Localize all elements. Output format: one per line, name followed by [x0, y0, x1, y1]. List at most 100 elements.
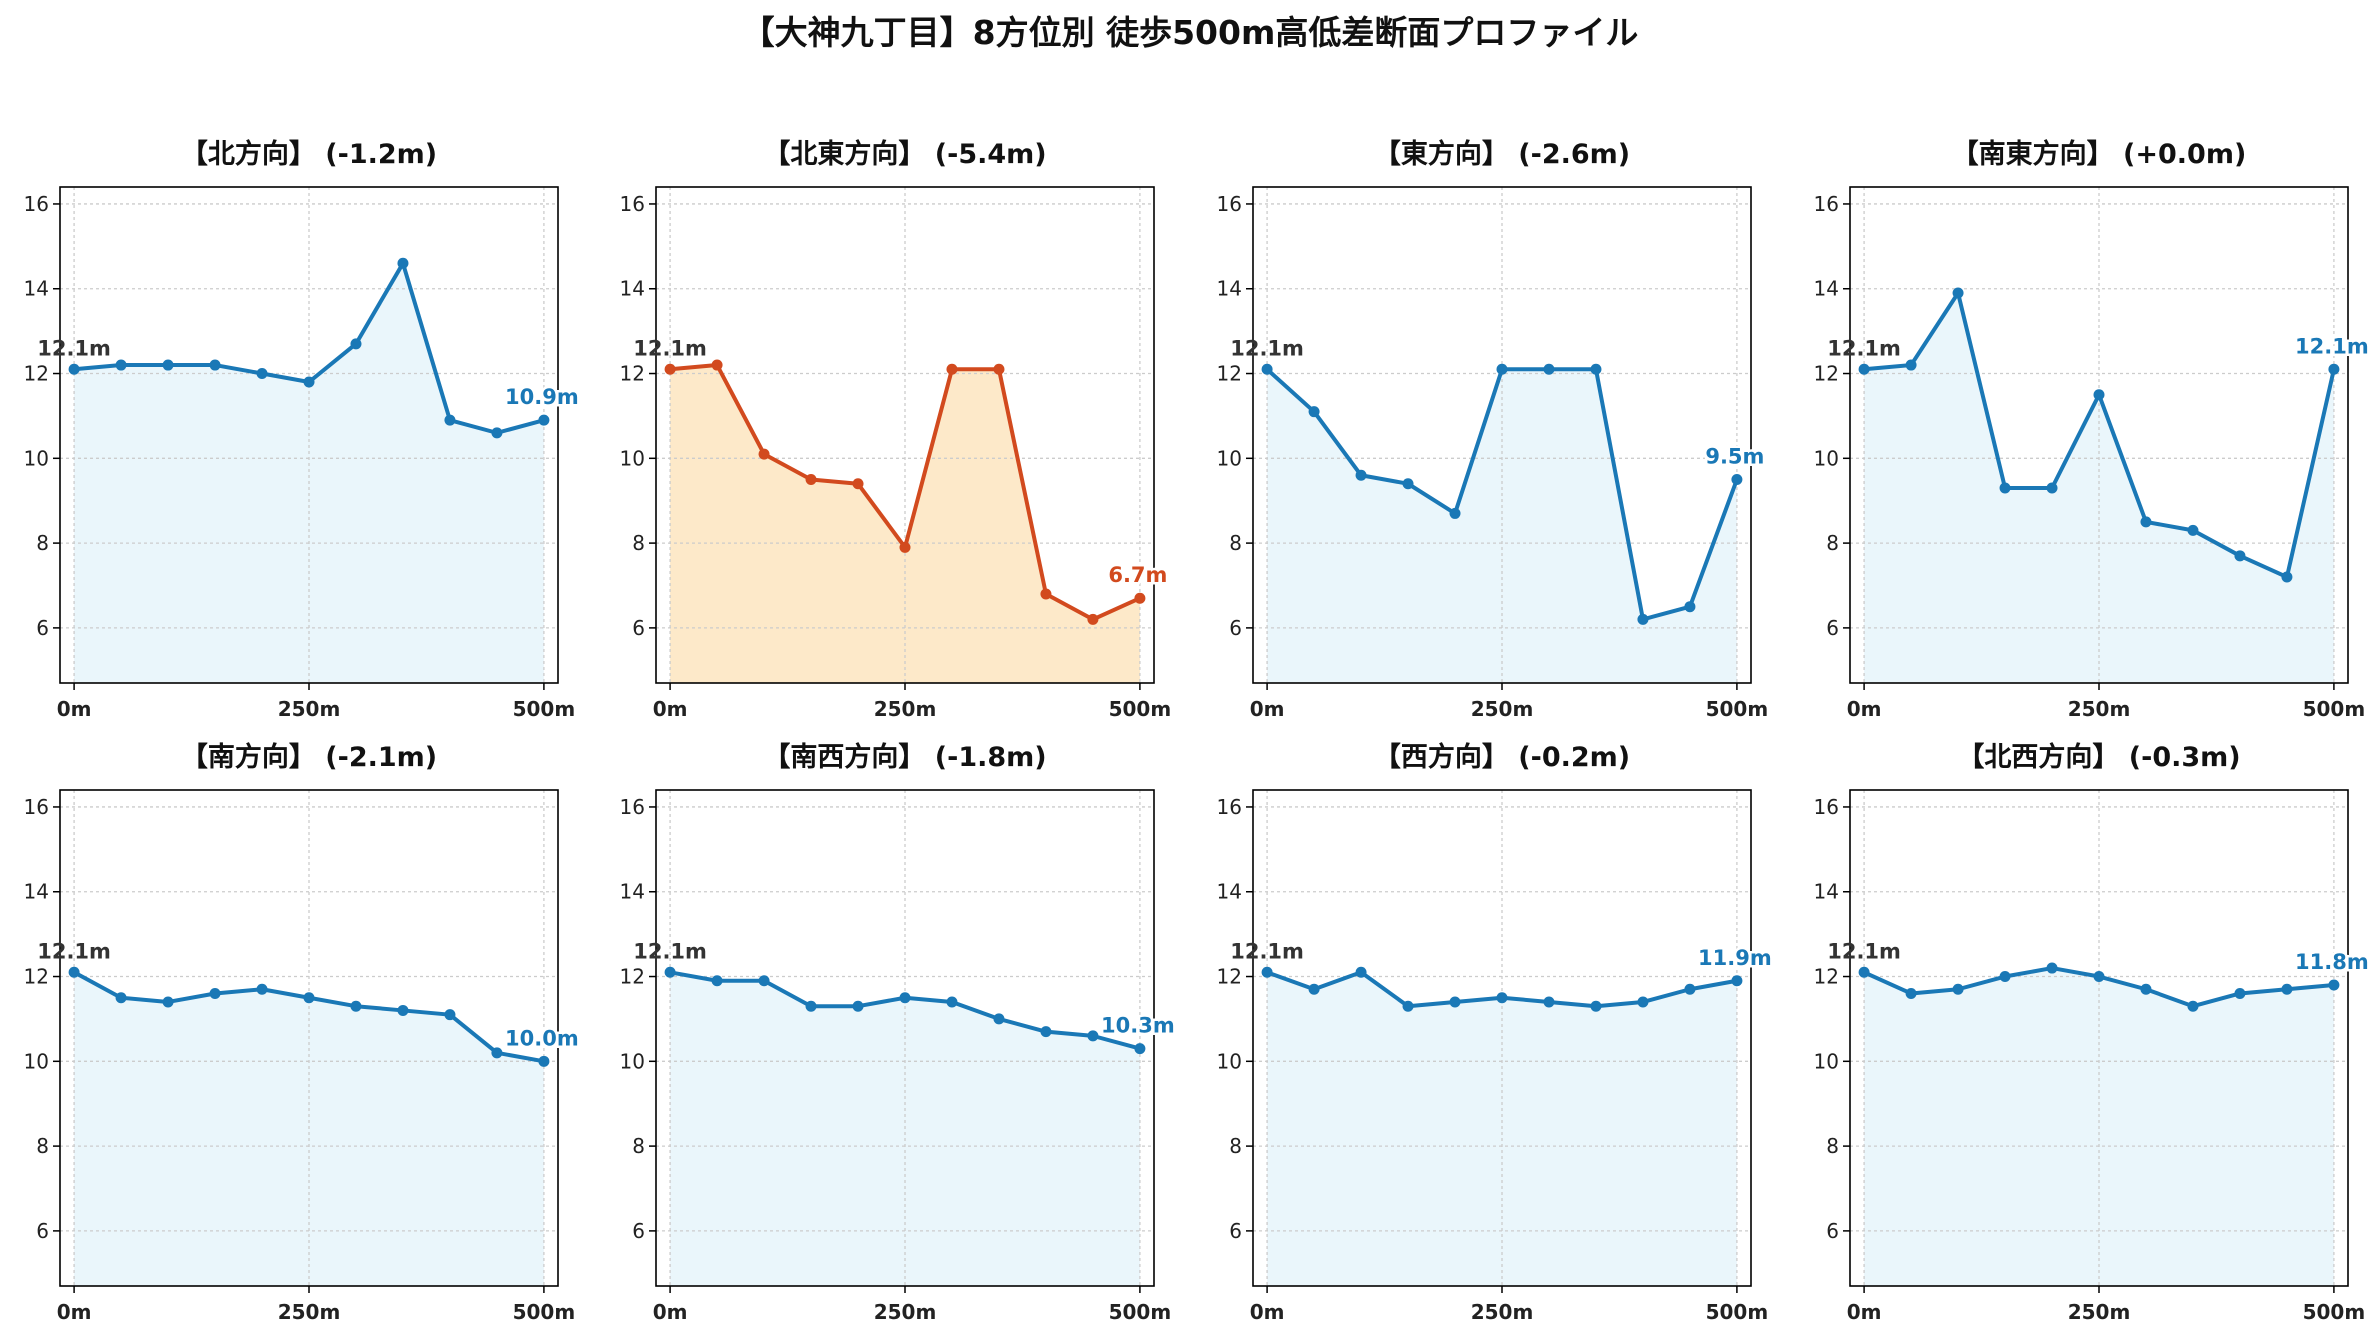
data-point	[303, 992, 315, 1004]
data-point	[1952, 983, 1964, 995]
data-point	[1543, 363, 1555, 375]
profile-panel-7: 6 8 10 12 14 16 0m 250m 500m 12.1m 11.8m 【北西方向】 (-0…	[1814, 741, 2372, 1324]
end-elevation-label: 12.1m	[2295, 334, 2369, 358]
y-tick-label: 16	[1217, 192, 1242, 216]
figure-title: 【大神九丁目】8方位別 徒歩500m高低差断面プロファイル	[742, 13, 1639, 52]
data-point	[1731, 474, 1743, 486]
y-tick-label: 14	[24, 277, 49, 301]
x-tick-label: 500m	[2303, 1300, 2366, 1324]
data-point	[805, 1000, 817, 1012]
data-point	[899, 541, 911, 553]
y-tick-label: 10	[1814, 446, 1839, 470]
data-point	[2093, 389, 2105, 401]
panel-title: 【南西方向】 (-1.8m)	[763, 741, 1046, 773]
data-point	[350, 338, 362, 350]
y-tick-label: 10	[24, 446, 49, 470]
x-tick-label: 500m	[2303, 697, 2366, 721]
x-tick-label: 250m	[278, 1300, 341, 1324]
start-elevation-label: 12.1m	[1827, 939, 1901, 963]
data-point	[1355, 469, 1367, 481]
profile-panel-4: 6 8 10 12 14 16 0m 250m 500m 12.1m 10.0m 【南方向】 (-2.…	[24, 741, 582, 1324]
data-point	[1087, 613, 1099, 625]
y-tick-label: 14	[24, 880, 49, 904]
data-point	[852, 1000, 864, 1012]
y-tick-label: 16	[1814, 192, 1839, 216]
data-point	[350, 1000, 362, 1012]
data-point	[2187, 1000, 2199, 1012]
panel-title: 【東方向】 (-2.6m)	[1374, 138, 1630, 170]
data-point	[1999, 482, 2011, 494]
data-point	[1355, 966, 1367, 978]
y-tick-label: 8	[36, 1134, 49, 1158]
data-point	[1684, 983, 1696, 995]
data-point	[491, 1047, 503, 1059]
y-tick-label: 8	[632, 531, 645, 555]
data-point	[397, 257, 409, 269]
x-tick-label: 0m	[1847, 697, 1882, 721]
y-tick-label: 6	[1826, 616, 1839, 640]
data-point	[209, 359, 221, 371]
profile-panel-2: 6 8 10 12 14 16 0m 250m 500m 12.1m 9.5m 【東方向】 (-2.6…	[1217, 138, 1769, 721]
y-tick-label: 14	[1217, 277, 1242, 301]
data-point	[1858, 363, 1870, 375]
panels-group: 6 8 10 12 14 16 0m 250m 500m 12.1m 10.9m 【北方向】 (-1.…	[24, 138, 2372, 1324]
start-elevation-label: 12.1m	[1230, 939, 1304, 963]
end-elevation-label: 10.3m	[1101, 1014, 1175, 1038]
profile-panel-6: 6 8 10 12 14 16 0m 250m 500m 12.1m 11.9m 【西方向】 (-0.…	[1217, 741, 1775, 1324]
y-tick-label: 14	[1814, 880, 1839, 904]
y-tick-label: 6	[36, 616, 49, 640]
x-tick-label: 500m	[513, 697, 576, 721]
data-point	[758, 975, 770, 987]
data-point	[303, 376, 315, 388]
start-elevation-label: 12.1m	[1827, 336, 1901, 360]
data-point	[68, 966, 80, 978]
y-tick-label: 10	[24, 1049, 49, 1073]
data-point	[2234, 550, 2246, 562]
y-tick-label: 8	[1826, 1134, 1839, 1158]
data-point	[1543, 996, 1555, 1008]
x-tick-label: 250m	[278, 697, 341, 721]
data-point	[1040, 1026, 1052, 1038]
x-tick-label: 250m	[1471, 697, 1534, 721]
data-point	[115, 992, 127, 1004]
start-elevation-label: 12.1m	[37, 939, 111, 963]
data-point	[1905, 359, 1917, 371]
data-point	[946, 363, 958, 375]
y-tick-label: 16	[24, 192, 49, 216]
data-point	[758, 448, 770, 460]
y-tick-label: 14	[1217, 880, 1242, 904]
profile-panel-3: 6 8 10 12 14 16 0m 250m 500m 12.1m 12.1m 【南東方向】 (+0…	[1814, 138, 2372, 721]
data-point	[2046, 482, 2058, 494]
y-tick-label: 6	[1229, 1219, 1242, 1243]
y-tick-label: 8	[36, 531, 49, 555]
x-tick-label: 0m	[1250, 1300, 1285, 1324]
data-point	[664, 966, 676, 978]
panel-title: 【北方向】 (-1.2m)	[181, 138, 437, 170]
y-tick-label: 8	[1229, 531, 1242, 555]
y-tick-label: 12	[24, 965, 49, 989]
data-point	[538, 1055, 550, 1067]
data-point	[2328, 979, 2340, 991]
data-point	[1952, 287, 1964, 299]
y-tick-label: 6	[632, 616, 645, 640]
x-tick-label: 250m	[2068, 697, 2131, 721]
data-point	[852, 478, 864, 490]
data-point	[444, 414, 456, 426]
data-point	[1402, 1000, 1414, 1012]
data-point	[946, 996, 958, 1008]
data-point	[2046, 962, 2058, 974]
data-point	[1261, 363, 1273, 375]
profile-area	[670, 972, 1140, 1286]
data-point	[491, 427, 503, 439]
y-tick-label: 10	[1217, 1049, 1242, 1073]
data-point	[162, 996, 174, 1008]
start-elevation-label: 12.1m	[37, 336, 111, 360]
panel-title: 【北東方向】 (-5.4m)	[763, 138, 1046, 170]
data-point	[444, 1009, 456, 1021]
profile-area	[74, 972, 544, 1286]
data-point	[1087, 1030, 1099, 1042]
end-elevation-label: 11.9m	[1698, 946, 1772, 970]
y-tick-label: 16	[1814, 795, 1839, 819]
y-tick-label: 16	[620, 795, 645, 819]
profile-area	[670, 365, 1140, 683]
